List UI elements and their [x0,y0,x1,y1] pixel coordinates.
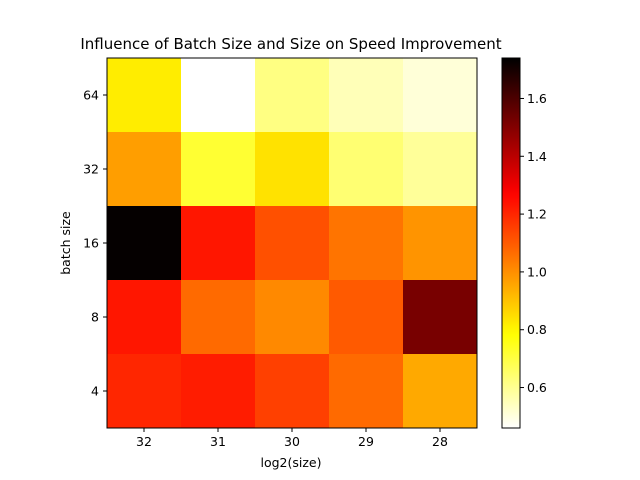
heatmap-cell [403,354,478,429]
colorbar-tick-label: 1.6 [527,91,547,106]
chart-title: Influence of Batch Size and Size on Spee… [80,35,501,53]
y-axis-label: batch size [58,211,73,275]
colorbar-tick-label: 1.4 [527,149,547,164]
heatmap-cell [107,132,182,207]
y-axis-ticks: 64 32 16 8 4 [83,88,107,399]
heatmap-cell [181,132,256,207]
heatmap-cell [329,132,404,207]
colorbar-ticks: 0.6 0.8 1.0 1.2 1.4 1.6 [520,91,547,395]
x-axis-label: log2(size) [261,455,322,470]
x-tick-label: 29 [358,434,374,449]
colorbar [501,57,521,429]
heatmap-cell [255,280,330,355]
heatmap-cell [181,354,256,429]
heatmap-cell [403,132,478,207]
heatmap-cell [181,58,256,133]
heatmap-cell [107,58,182,133]
x-tick-label: 31 [210,434,226,449]
heatmap-cell [107,206,182,281]
heatmap-cells [107,58,478,429]
x-tick-label: 30 [284,434,300,449]
heatmap-cell [329,58,404,133]
heatmap-cell [255,132,330,207]
heatmap-cell [403,206,478,281]
heatmap-cell [329,354,404,429]
x-tick-label: 32 [136,434,152,449]
y-tick-label: 64 [83,88,99,103]
colorbar-tick-label: 0.8 [527,322,547,337]
heatmap-cell [329,280,404,355]
heatmap-cell [403,58,478,133]
heatmap-cell [181,280,256,355]
heatmap-cell [107,354,182,429]
y-tick-label: 32 [83,162,99,177]
heatmap-cell [181,206,256,281]
heatmap-cell [329,206,404,281]
y-tick-label: 16 [83,236,99,251]
heatmap-cell [255,206,330,281]
heatmap-cell [403,280,478,355]
x-tick-label: 28 [432,434,448,449]
y-tick-label: 8 [91,310,99,325]
colorbar-tick-label: 0.6 [527,380,547,395]
heatmap-cell [107,280,182,355]
x-axis-ticks: 32 31 30 29 28 [136,428,448,449]
heatmap-cell [255,58,330,133]
colorbar-tick-label: 1.0 [527,264,547,279]
heatmap-cell [255,354,330,429]
y-tick-label: 4 [91,384,99,399]
colorbar-tick-label: 1.2 [527,207,547,222]
